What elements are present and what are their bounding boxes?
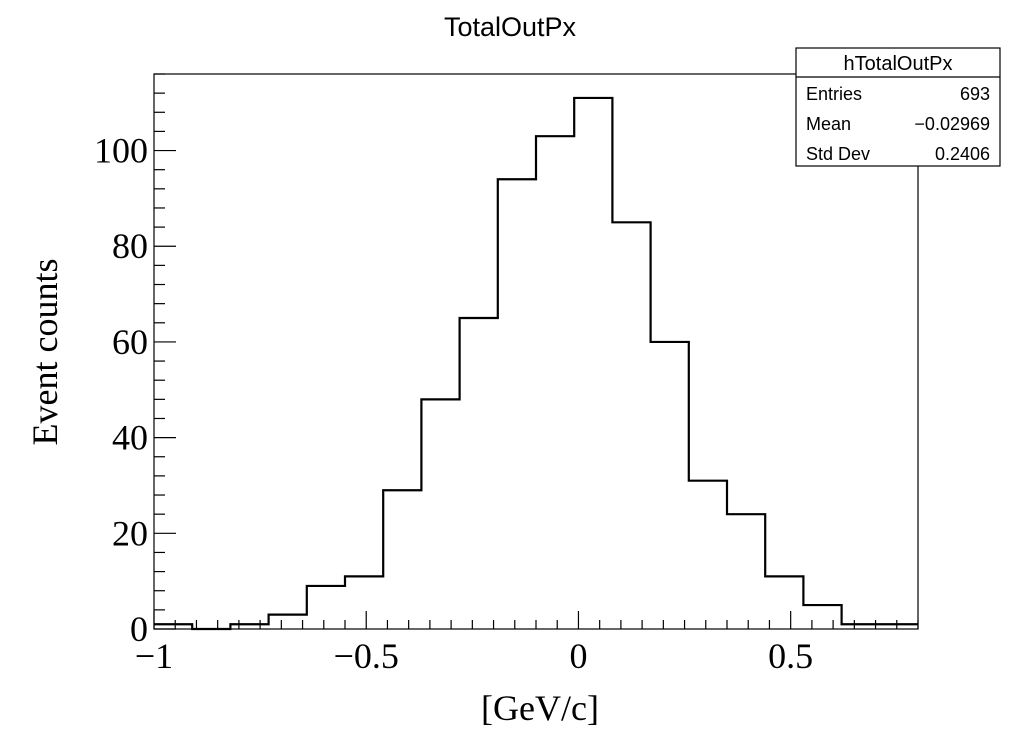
stats-box: hTotalOutPx Entries 693 Mean −0.02969 St…: [795, 47, 1001, 167]
x-tick-label: −0.5: [334, 636, 399, 676]
stats-mean-label: Mean: [806, 114, 851, 134]
y-axis-label: Event counts: [25, 259, 65, 446]
y-tick-label: 60: [112, 322, 148, 362]
y-tick-label: 100: [94, 131, 148, 171]
x-tick-label: 0: [569, 636, 587, 676]
y-tick-label: 80: [112, 226, 148, 266]
y-tick-label: 20: [112, 513, 148, 553]
stats-box-title: hTotalOutPx: [844, 53, 953, 75]
stats-box-frame: [795, 47, 1001, 167]
x-tick-label: 0.5: [768, 636, 813, 676]
stats-stddev-label: Std Dev: [806, 144, 870, 164]
stats-entries-label: Entries: [806, 84, 862, 104]
stats-entries-value: 693: [960, 84, 990, 104]
x-axis-label: [GeV/c]: [481, 688, 599, 728]
x-axis: −1 −0.5 0 0.5: [135, 611, 919, 676]
y-tick-label: 40: [112, 418, 148, 458]
histogram-series-line: [154, 96, 918, 631]
chart-title: TotalOutPx: [444, 12, 577, 42]
y-tick-label: 0: [130, 609, 148, 649]
y-axis: 0 20 40 60 80 100: [94, 73, 176, 649]
stats-stddev-value: 0.2406: [935, 144, 990, 164]
x-tick-label: −1: [135, 636, 173, 676]
stats-mean-value: −0.02969: [914, 114, 990, 134]
